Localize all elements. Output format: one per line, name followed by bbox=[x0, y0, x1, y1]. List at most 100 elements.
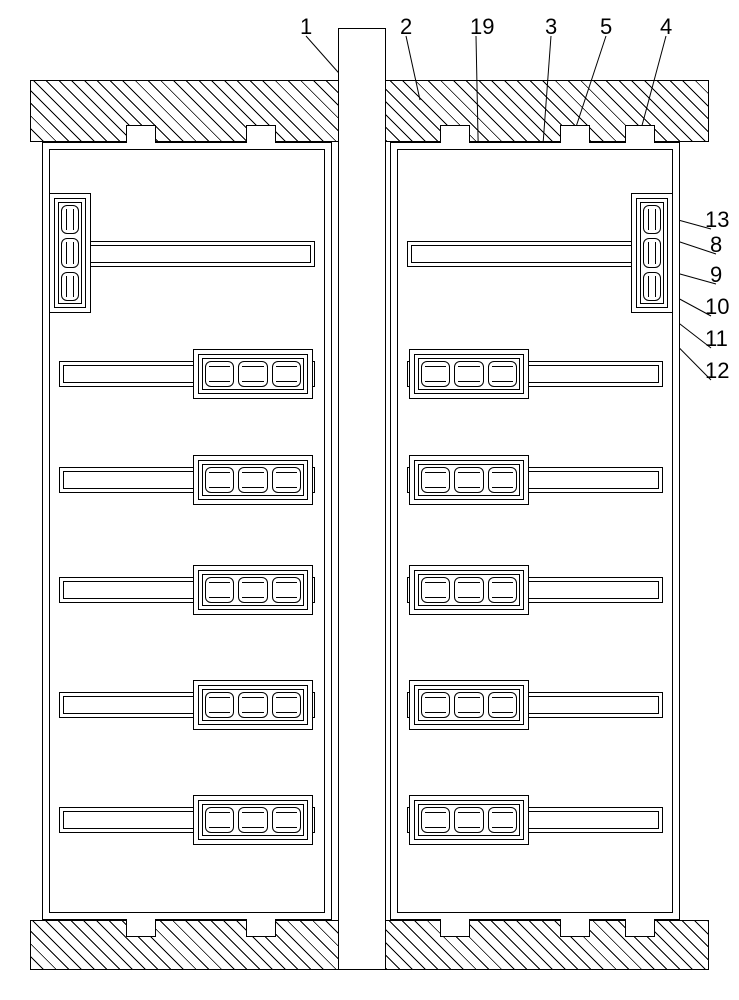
slot-inner bbox=[411, 245, 659, 263]
capsule-group bbox=[418, 689, 520, 721]
capsule bbox=[643, 238, 661, 267]
bottom-tab bbox=[246, 919, 276, 937]
slider-frame bbox=[414, 800, 524, 840]
capsule-group bbox=[202, 574, 304, 606]
capsule bbox=[421, 361, 450, 387]
capsule bbox=[272, 467, 301, 493]
capsule bbox=[272, 577, 301, 603]
slider-vertical bbox=[49, 193, 91, 313]
slider-horizontal bbox=[409, 349, 529, 399]
slot-row bbox=[401, 573, 669, 607]
slider-horizontal bbox=[193, 680, 313, 730]
top-tab bbox=[625, 125, 655, 143]
slider-frame bbox=[198, 685, 308, 725]
capsule-group bbox=[202, 689, 304, 721]
capsule bbox=[238, 577, 267, 603]
capsule bbox=[205, 577, 234, 603]
capsule bbox=[421, 807, 450, 833]
capsule bbox=[238, 692, 267, 718]
slider-frame bbox=[414, 354, 524, 394]
bottom-tab bbox=[440, 919, 470, 937]
capsule bbox=[643, 272, 661, 301]
capsule bbox=[272, 807, 301, 833]
callout-label: 4 bbox=[660, 14, 672, 40]
slot bbox=[59, 241, 315, 267]
slot-row bbox=[53, 237, 321, 271]
capsule bbox=[61, 205, 79, 234]
left-panel bbox=[42, 142, 332, 920]
capsule bbox=[238, 361, 267, 387]
slot-row bbox=[53, 357, 321, 391]
capsule bbox=[421, 467, 450, 493]
capsule bbox=[61, 238, 79, 267]
capsule bbox=[643, 205, 661, 234]
slider-horizontal bbox=[193, 455, 313, 505]
slider-frame bbox=[198, 354, 308, 394]
capsule-group bbox=[202, 804, 304, 836]
right-panel bbox=[390, 142, 680, 920]
capsule bbox=[454, 807, 483, 833]
capsule-group bbox=[418, 574, 520, 606]
callout-label: 8 bbox=[710, 232, 722, 258]
capsule bbox=[488, 692, 517, 718]
slider-horizontal bbox=[193, 795, 313, 845]
slot-row bbox=[53, 463, 321, 497]
capsule bbox=[272, 692, 301, 718]
capsule-group bbox=[202, 358, 304, 390]
slider-frame bbox=[414, 570, 524, 610]
capsule bbox=[488, 467, 517, 493]
slot-row bbox=[53, 803, 321, 837]
slider-frame bbox=[198, 570, 308, 610]
capsule bbox=[421, 577, 450, 603]
slider-frame bbox=[636, 198, 668, 308]
top-tab bbox=[126, 125, 156, 143]
capsule bbox=[205, 807, 234, 833]
capsule-group bbox=[58, 202, 82, 304]
callout-label: 5 bbox=[600, 14, 612, 40]
slot-row bbox=[53, 688, 321, 722]
capsule bbox=[205, 467, 234, 493]
capsule bbox=[488, 807, 517, 833]
top-tab bbox=[560, 125, 590, 143]
slider-horizontal bbox=[409, 565, 529, 615]
slider-frame bbox=[414, 460, 524, 500]
capsule bbox=[454, 467, 483, 493]
capsule-group bbox=[640, 202, 664, 304]
callout-label: 9 bbox=[710, 262, 722, 288]
callout-label: 19 bbox=[470, 14, 494, 40]
capsule bbox=[488, 577, 517, 603]
callout-label: 2 bbox=[400, 14, 412, 40]
slot-row bbox=[401, 237, 669, 271]
slot-row bbox=[401, 688, 669, 722]
capsule-group bbox=[418, 804, 520, 836]
top-tab bbox=[246, 125, 276, 143]
capsule bbox=[421, 692, 450, 718]
slot-row bbox=[53, 573, 321, 607]
bottom-tab bbox=[126, 919, 156, 937]
capsule bbox=[205, 692, 234, 718]
slider-frame bbox=[414, 685, 524, 725]
slider-frame bbox=[198, 800, 308, 840]
slider-frame bbox=[54, 198, 86, 308]
center-pillar bbox=[338, 28, 386, 970]
capsule bbox=[205, 361, 234, 387]
bottom-tab bbox=[625, 919, 655, 937]
capsule-group bbox=[418, 358, 520, 390]
callout-label: 1 bbox=[300, 14, 312, 40]
capsule-group bbox=[418, 464, 520, 496]
slot-row bbox=[401, 463, 669, 497]
slider-horizontal bbox=[409, 795, 529, 845]
capsule bbox=[238, 807, 267, 833]
callout-label: 11 bbox=[705, 326, 728, 352]
capsule bbox=[454, 361, 483, 387]
callout-label: 12 bbox=[705, 358, 729, 384]
slot bbox=[407, 241, 663, 267]
slider-horizontal bbox=[409, 680, 529, 730]
top-tab bbox=[440, 125, 470, 143]
bottom-tab bbox=[560, 919, 590, 937]
capsule-group bbox=[202, 464, 304, 496]
callout-label: 13 bbox=[705, 207, 729, 233]
slider-vertical bbox=[631, 193, 673, 313]
slider-horizontal bbox=[193, 565, 313, 615]
capsule bbox=[272, 361, 301, 387]
